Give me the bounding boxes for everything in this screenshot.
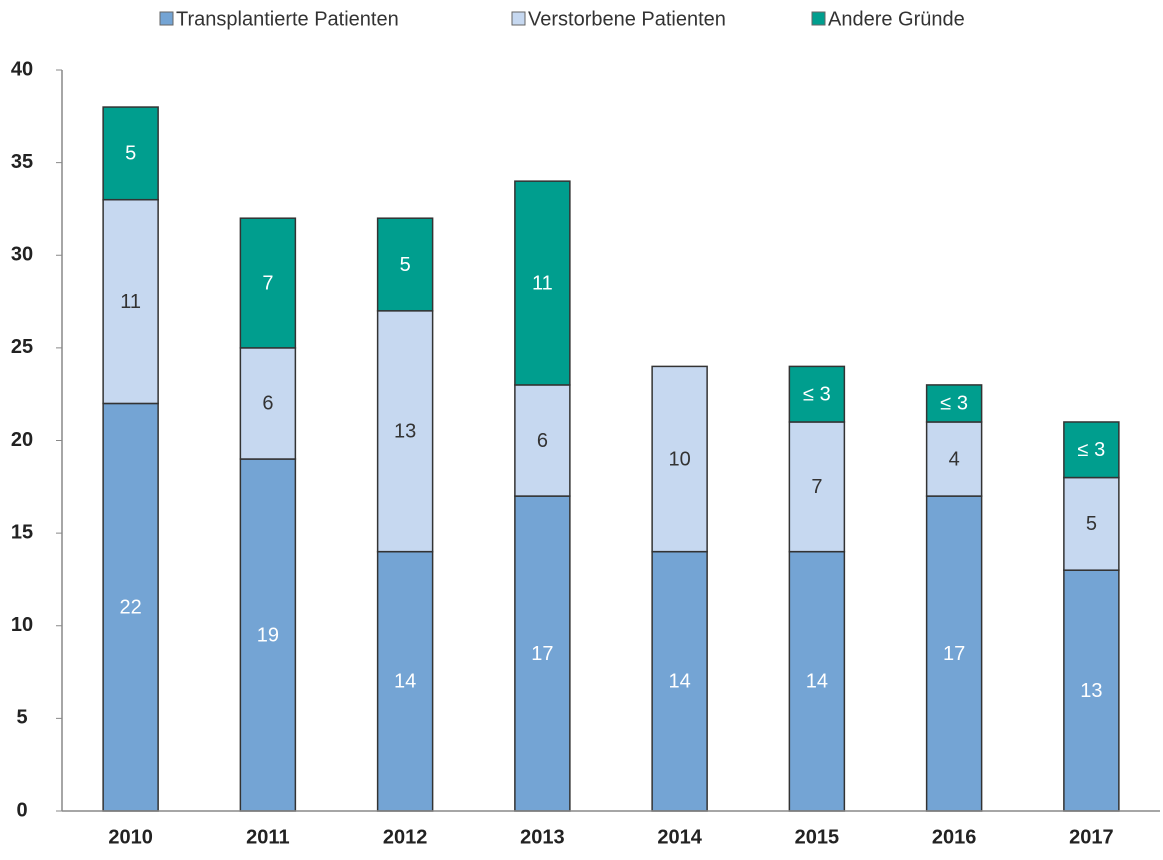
value-label: ≤ 3: [940, 393, 968, 415]
value-label: 4: [949, 448, 960, 470]
legend-swatch: [159, 11, 174, 26]
bar: [102, 198, 159, 405]
y-tick-label: 30: [11, 244, 33, 266]
value-label: 14: [394, 671, 416, 693]
bar: [376, 310, 434, 553]
bar: [788, 421, 846, 553]
value-label: 5: [400, 254, 411, 276]
x-tick-label: 2016: [932, 826, 977, 848]
bar: [376, 550, 434, 812]
y-tick-label: 0: [16, 799, 27, 821]
value-label: 19: [257, 624, 279, 646]
bar: [651, 365, 708, 553]
y-tick-label: 10: [11, 614, 33, 636]
y-tick-label: 20: [11, 429, 33, 451]
bar: [788, 365, 846, 423]
bar: [514, 180, 571, 386]
bar: [514, 495, 571, 812]
value-label: 17: [943, 643, 965, 665]
bar: [925, 384, 983, 423]
value-label: 11: [120, 291, 141, 313]
value-label: 7: [811, 476, 822, 498]
x-tick-label: 2015: [795, 826, 840, 848]
value-label: 5: [125, 143, 136, 165]
value-label: ≤ 3: [1078, 439, 1106, 461]
value-label: 7: [262, 272, 273, 294]
x-tick-label: 2012: [383, 826, 428, 848]
value-label: 6: [262, 393, 273, 415]
value-label: 14: [806, 671, 828, 693]
legend-swatch: [511, 11, 526, 26]
x-tick-label: 2010: [108, 826, 153, 848]
bar: [239, 458, 297, 812]
bar: [1063, 476, 1120, 571]
value-label: 6: [537, 430, 548, 452]
value-label: 10: [669, 448, 691, 470]
y-tick-label: 35: [11, 151, 33, 173]
value-label: 17: [531, 643, 553, 665]
bar: [651, 550, 708, 812]
legend-label: Transplantierte Patienten: [176, 8, 399, 30]
legend-swatch: [811, 11, 826, 26]
bar: [239, 347, 297, 460]
bar: [376, 217, 434, 312]
y-tick-label: 5: [16, 707, 27, 729]
bar: [1063, 421, 1120, 479]
y-tick-label: 25: [11, 336, 33, 358]
legend-label: Andere Gründe: [828, 8, 965, 30]
x-tick-label: 2014: [657, 826, 702, 848]
value-label: 13: [394, 421, 416, 443]
y-tick-label: 40: [11, 58, 33, 80]
bar: [102, 106, 159, 201]
value-label: 22: [120, 597, 142, 619]
x-tick-label: 2013: [520, 826, 565, 848]
x-tick-label: 2011: [246, 826, 289, 848]
value-label: 13: [1080, 680, 1102, 702]
bar: [514, 384, 571, 497]
value-label: 5: [1086, 513, 1097, 535]
y-tick-label: 15: [11, 521, 33, 543]
x-tick-label: 2017: [1069, 826, 1114, 848]
value-label: 11: [532, 272, 553, 294]
value-label: 14: [669, 671, 691, 693]
bar: [239, 217, 297, 349]
value-label: ≤ 3: [803, 383, 831, 405]
legend-label: Verstorbene Patienten: [528, 8, 726, 30]
